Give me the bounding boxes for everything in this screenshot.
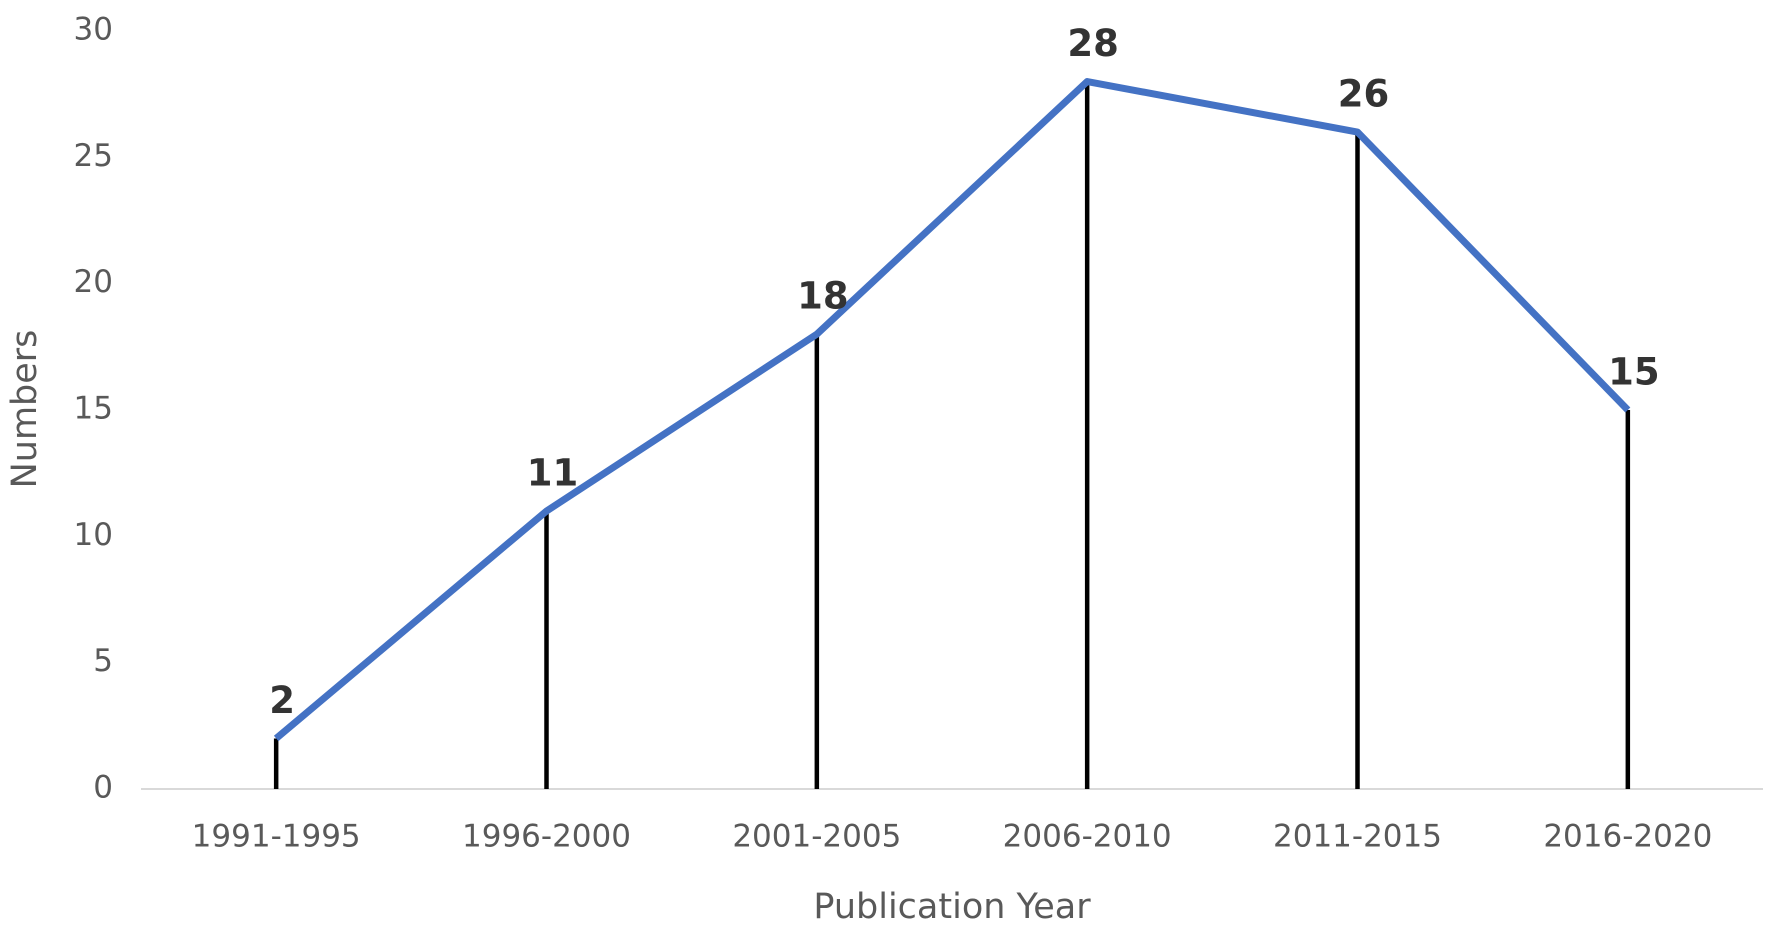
y-tick-label: 10 [74,517,113,553]
data-label: 18 [797,275,849,318]
x-tick-label: 2006-2010 [1003,819,1172,855]
x-tick-label: 1996-2000 [462,819,631,855]
y-tick-label: 30 [74,12,113,48]
y-tick-label: 20 [74,264,113,300]
x-axis-title: Publication Year [813,887,1091,927]
data-label: 26 [1338,73,1390,116]
data-label: 2 [269,679,295,722]
x-tick-label: 1991-1995 [192,819,361,855]
x-tick-label: 2011-2015 [1273,819,1442,855]
y-axis-title: Numbers [5,330,45,489]
y-tick-label: 25 [74,138,113,174]
x-tick-label: 2016-2020 [1543,819,1712,855]
y-tick-label: 0 [93,770,113,806]
x-tick-label: 2001-2005 [732,819,901,855]
data-label: 28 [1067,22,1119,65]
y-tick-label: 5 [93,643,113,679]
y-tick-label: 15 [74,391,113,427]
data-label: 15 [1608,351,1660,394]
line-series [273,78,1631,742]
data-label: 11 [527,452,579,495]
